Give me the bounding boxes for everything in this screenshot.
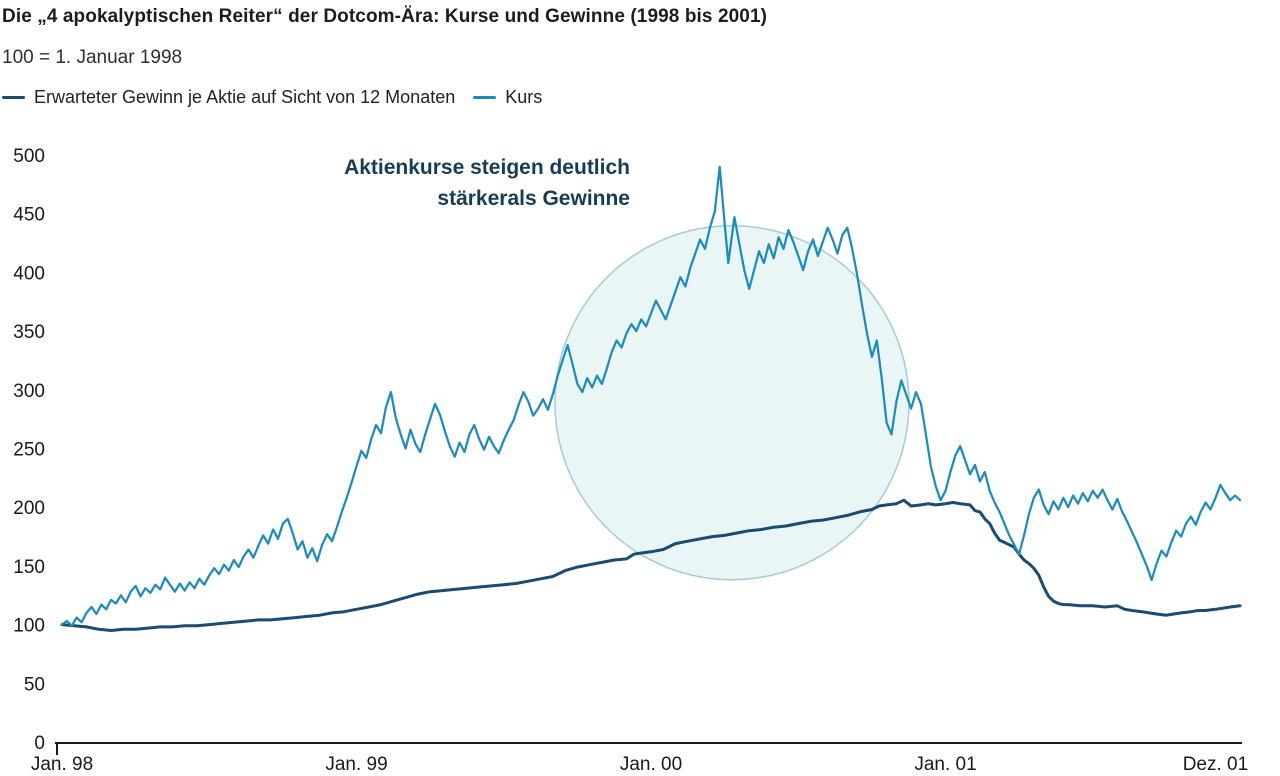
y-tick-label: 400 — [13, 263, 45, 284]
x-tick-label: Jan. 00 — [620, 754, 682, 775]
page-title: Die „4 apokalyptischen Reiter“ der Dotco… — [2, 6, 768, 27]
legend-label-earnings: Erwarteter Gewinn je Aktie auf Sicht von… — [34, 87, 456, 107]
y-tick-label: 200 — [13, 498, 45, 519]
highlight-circle — [554, 224, 910, 581]
earnings-line — [60, 498, 1242, 632]
x-tick-label: Jan. 01 — [914, 754, 976, 775]
legend-label-price: Kurs — [505, 87, 543, 107]
annotation-line-2: stärkerals Gewinne — [437, 187, 630, 210]
y-tick-label: 0 — [34, 733, 45, 754]
annotation: Aktienkurse steigen deutlich stärkerals … — [230, 152, 630, 214]
y-tick-label: 500 — [13, 146, 45, 167]
chart-svg: 0 50 100 150 200 250 300 350 400 450 500 Jan. 98 Jan… — [13, 146, 1248, 775]
x-tick-label: Jan. 99 — [325, 754, 387, 775]
chart-subtitle: 100 = 1. Januar 1998 — [2, 47, 183, 68]
x-tick-label: Dez. 01 — [1183, 754, 1248, 775]
y-tick-label: 150 — [13, 557, 45, 578]
price-line — [60, 165, 1242, 627]
y-tick-label: 100 — [13, 616, 45, 637]
annotation-line-1: Aktienkurse steigen deutlich — [344, 156, 630, 179]
y-tick-label: 300 — [13, 381, 45, 402]
x-tick-label: Jan. 98 — [31, 754, 93, 775]
y-tick-label: 350 — [13, 322, 45, 343]
price-line-swatch-icon — [473, 96, 497, 99]
legend-item-earnings: Erwarteter Gewinn je Aktie auf Sicht von… — [2, 87, 455, 108]
y-tick-label: 50 — [24, 674, 45, 695]
y-tick-label: 250 — [13, 440, 45, 461]
earnings-line-swatch-icon — [2, 96, 25, 99]
legend: Erwarteter Gewinn je Aktie auf Sicht von… — [2, 87, 542, 108]
legend-item-price: Kurs — [473, 87, 542, 108]
y-tick-label: 450 — [13, 205, 45, 226]
